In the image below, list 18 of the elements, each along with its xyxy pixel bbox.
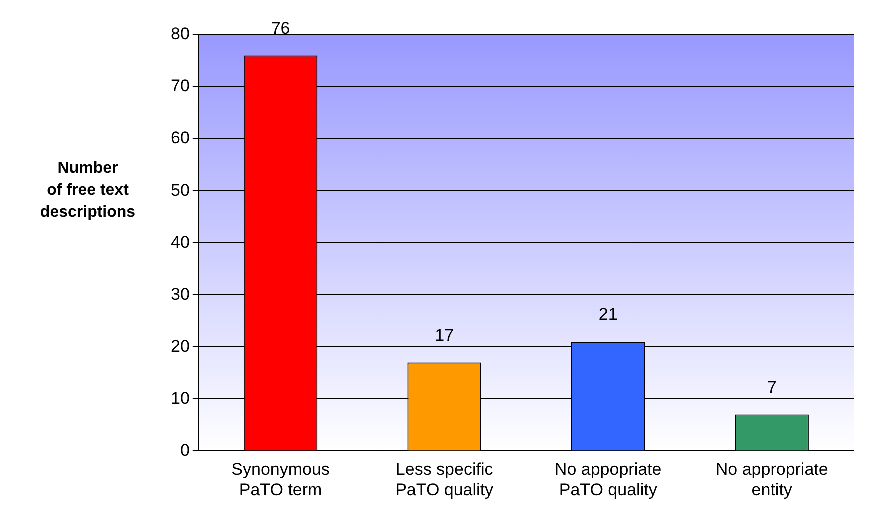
y-tick-label: 40 [170, 232, 190, 252]
y-tick-label: 60 [170, 128, 190, 148]
x-tick-label: No appropriate entity [716, 460, 828, 500]
y-tick-label: 50 [170, 180, 190, 200]
data-label: 21 [598, 305, 618, 324]
y-tick-label: 0 [180, 440, 190, 460]
y-axis-title: Number of free text descriptions [39, 159, 137, 223]
y-tick-label: 80 [170, 24, 190, 44]
data-label: 76 [271, 18, 290, 38]
x-tick-label: No appopriate PaTO quality [554, 460, 662, 500]
data-label: 7 [767, 378, 777, 397]
y-tick-label: 10 [170, 388, 190, 408]
x-tick-label: Less specific PaTO quality [396, 460, 494, 500]
y-tick-label: 20 [170, 336, 190, 356]
data-label: 17 [435, 326, 454, 345]
y-tick-label: 70 [170, 76, 190, 96]
y-tick-label: 30 [170, 284, 190, 304]
x-tick-label: Synonymous PaTO term [232, 460, 330, 500]
